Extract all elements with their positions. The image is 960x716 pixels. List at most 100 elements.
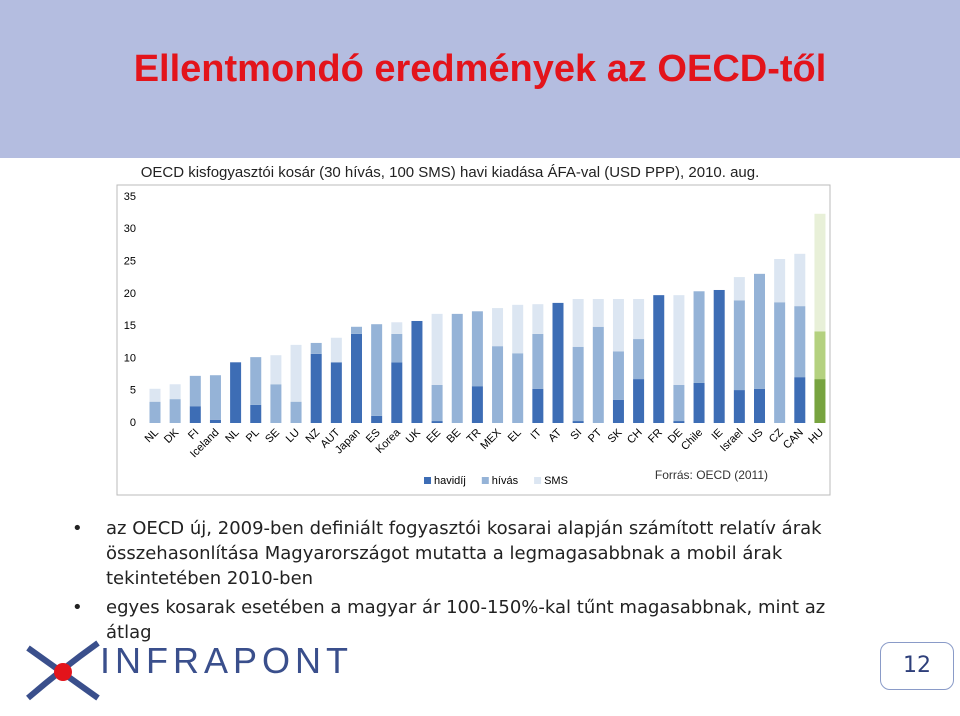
bar-segment [189, 406, 201, 423]
bar-segment [371, 415, 383, 423]
bar-segment [149, 401, 161, 423]
bar-segment [754, 273, 765, 389]
bar-segment [673, 295, 685, 385]
chart: OECD kisfogyasztói kosár (30 hívás, 100 … [116, 164, 831, 496]
bar-segment [653, 295, 665, 423]
bullet: az OECD új, 2009-ben definiált fogyasztó… [72, 516, 872, 591]
bar-segment [431, 384, 443, 422]
bar-segment [290, 344, 302, 402]
bar-segment [713, 289, 725, 423]
bar-segment [310, 342, 322, 354]
bar-segment [391, 362, 403, 423]
bar-segment [673, 421, 685, 423]
chart-frame [116, 184, 831, 496]
bar-segment [693, 291, 705, 383]
logo-icon [26, 640, 100, 701]
x-tick-label: SE [263, 427, 282, 446]
bar-segment [330, 362, 342, 423]
bar-segment [612, 351, 624, 400]
source: Forrás: OECD (2011) [655, 468, 768, 482]
y-tick-label: 5 [130, 385, 136, 397]
bar-segment [532, 333, 544, 389]
x-tick-label: FR [646, 427, 665, 446]
bar-segment [754, 388, 765, 423]
bar-segment [169, 399, 181, 423]
x-tick-label: DK [162, 426, 182, 446]
bar-segment [794, 253, 806, 307]
bar-segment [250, 357, 262, 405]
y-tick-label: 25 [124, 255, 136, 267]
x-tick-label: NL [143, 427, 161, 445]
x-tick-label: PT [586, 426, 605, 445]
bar-segment [471, 311, 483, 387]
bullet-list: az OECD új, 2009-ben definiált fogyasztó… [72, 516, 872, 649]
x-tick-label: SI [568, 427, 584, 443]
bar-segment [814, 379, 826, 423]
x-tick-label: Chile [679, 427, 705, 453]
bar-segment [492, 308, 504, 347]
bar-segment [189, 375, 201, 407]
x-tick-label: US [746, 427, 765, 446]
bar-segment [391, 322, 403, 334]
bar-segment [290, 401, 302, 423]
bar-segment [693, 382, 705, 423]
bar-segment [592, 326, 604, 423]
legend-swatch [481, 477, 489, 484]
bar-segment [814, 331, 826, 380]
bar-segment [794, 306, 806, 378]
bar-segment [733, 390, 745, 423]
bar-segment [149, 388, 161, 402]
bar-segment [451, 313, 463, 423]
bar-segment [774, 302, 786, 423]
x-tick-label: MEX [478, 426, 504, 452]
bar-segment [411, 320, 423, 423]
bar-segment [492, 346, 504, 423]
x-tick-label: CH [625, 427, 645, 447]
bar-segment [230, 362, 242, 423]
bar-segment [270, 384, 282, 423]
bar-segment [633, 339, 645, 380]
bullet: egyes kosarak esetében a magyar ár 100-1… [72, 595, 872, 645]
chart-title: OECD kisfogyasztói kosár (30 hívás, 100 … [141, 164, 760, 181]
x-tick-label: UK [404, 426, 424, 446]
bar-segment [814, 213, 826, 332]
x-tick-label: NL [223, 427, 241, 445]
bar-segment [330, 337, 342, 363]
bar-segment [532, 304, 544, 334]
bar-segment [209, 419, 221, 423]
bar-segment [733, 300, 745, 391]
bar-segment [351, 333, 362, 423]
y-tick-label: 35 [124, 191, 136, 203]
x-tick-label: LU [284, 427, 302, 445]
bar-segment [733, 277, 745, 301]
x-tick-label: AT [546, 426, 564, 444]
bar-segment [612, 399, 624, 423]
x-tick-label: IT [529, 426, 545, 442]
x-tick-label: Korea [374, 426, 404, 456]
bar-segment [572, 299, 584, 347]
bar-segment [431, 313, 443, 385]
header-band [0, 0, 960, 158]
logo-text: INFRAPONT [100, 640, 354, 681]
x-tick-label: EL [506, 427, 524, 445]
bar-segment [774, 258, 786, 303]
bar-segment [512, 304, 524, 354]
x-tick-label: EE [424, 427, 443, 446]
bar-segment [552, 302, 564, 423]
bar-segment [351, 326, 362, 334]
y-tick-label: 20 [124, 288, 136, 300]
x-tick-label: SK [606, 426, 625, 445]
y-tick-label: 15 [124, 320, 136, 332]
bar-segment [391, 333, 403, 363]
y-tick-label: 30 [124, 223, 136, 235]
bar-segment [592, 299, 604, 327]
legend-label: havidíj [434, 475, 466, 487]
bar-segment [633, 379, 645, 423]
legend-label: hívás [492, 475, 519, 487]
y-tick-label: 10 [124, 352, 136, 364]
bar-segment [572, 346, 584, 422]
bar-segment [572, 421, 584, 423]
x-tick-label: PL [244, 427, 262, 445]
bar-segment [471, 386, 483, 423]
